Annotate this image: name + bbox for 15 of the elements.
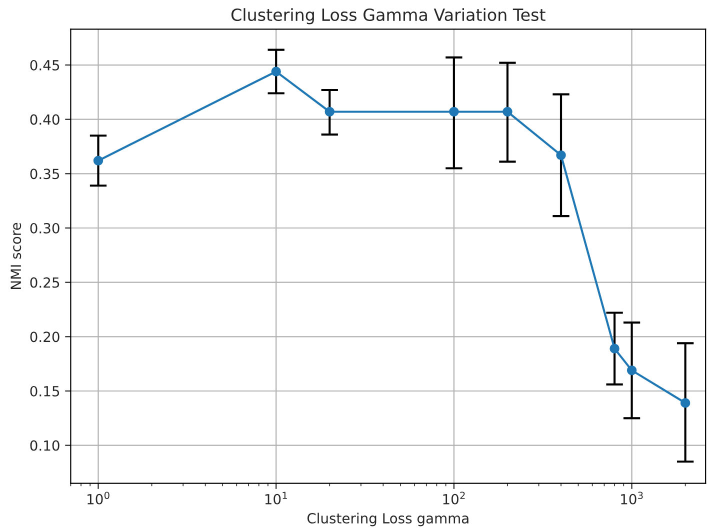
x-axis-title: Clustering Loss gamma (307, 512, 468, 526)
y-tick-label: 0.15 (30, 386, 60, 396)
x-tick-label: 10$^{2}$ (443, 492, 465, 504)
y-tick-label: 0.25 (30, 277, 60, 288)
chart-title: Clustering Loss Gamma Variation Test (231, 8, 546, 24)
y-tick-label: 0.35 (30, 168, 60, 180)
y-axis-title: NMI score (10, 222, 22, 289)
x-tick-label: 10$^{1}$ (265, 492, 287, 504)
x-tick-label: 10$^{3}$ (621, 492, 643, 504)
y-tick-label: 0.40 (30, 114, 60, 125)
y-tick-label: 0.10 (30, 440, 60, 451)
y-tick-label: 0.45 (30, 60, 60, 70)
x-tick-label: 10$^{0}$ (88, 492, 110, 504)
y-tick-label: 0.20 (30, 332, 60, 342)
y-tick-label: 0.30 (30, 222, 60, 234)
